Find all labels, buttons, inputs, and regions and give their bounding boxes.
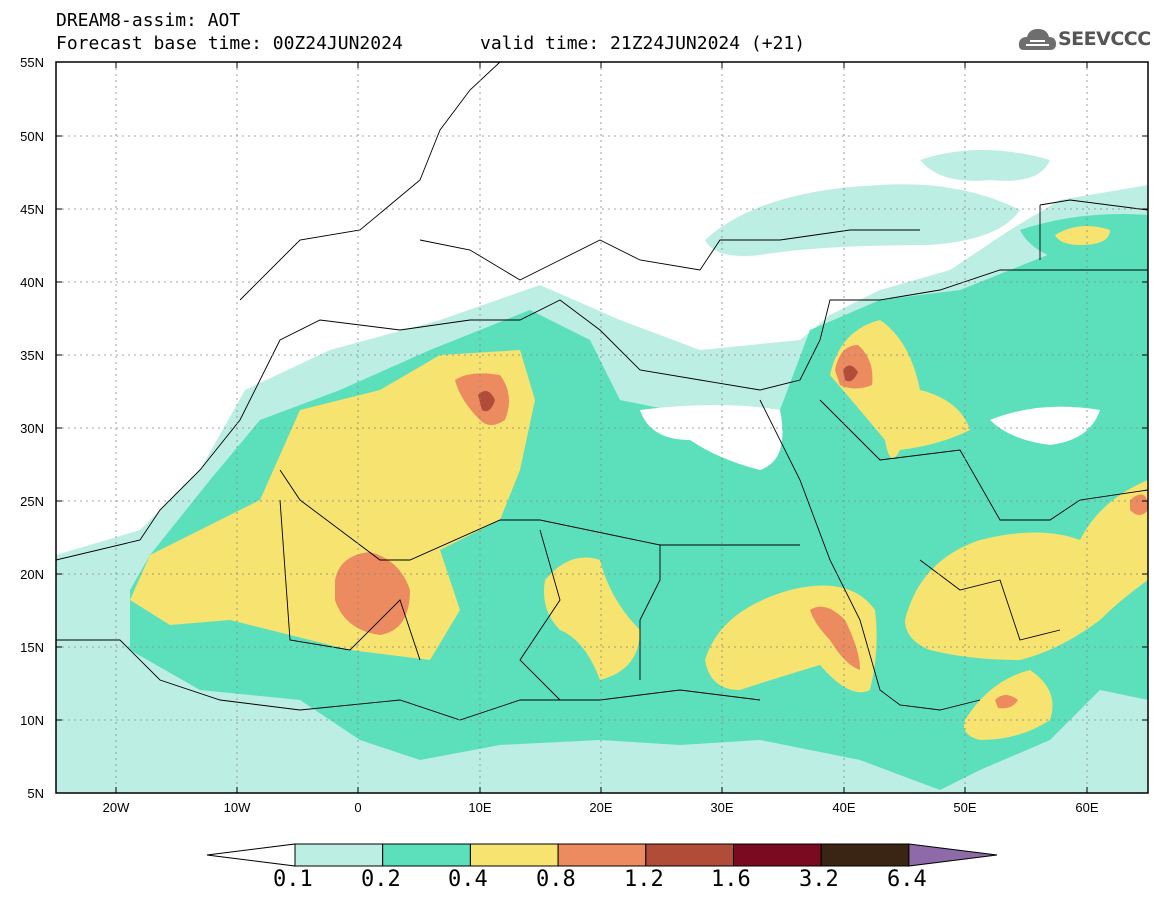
lat-label: 50N <box>20 129 44 144</box>
lat-label: 5N <box>27 786 44 801</box>
colorbar-label: 0.1 <box>273 867 313 892</box>
lon-label: 20W <box>103 800 130 815</box>
lon-label: 40E <box>832 800 855 815</box>
aot-band-0.8-oman <box>1130 494 1148 515</box>
colorbar-label: 1.6 <box>711 867 751 892</box>
colorbar-label: 6.4 <box>887 867 927 892</box>
aot-band-1.2-algeria <box>478 391 495 412</box>
lat-label: 55N <box>20 55 44 70</box>
lat-label: 20N <box>20 567 44 582</box>
aot-band-0.8-iraq <box>835 345 873 389</box>
aot-band-0.8-somalia <box>995 695 1018 709</box>
colorbar-label: 0.2 <box>361 867 401 892</box>
lon-labels: 20W 10W 0 10E 20E 30E 40E 50E 60E <box>103 800 1099 815</box>
lat-labels: 55N 50N 45N 40N 35N 30N 25N 20N 15N 10N … <box>20 55 44 801</box>
colorbar-max-arrow <box>908 843 998 867</box>
axis-ticks <box>56 61 1148 794</box>
aot-band-1.2-iraq <box>843 365 858 382</box>
lat-label: 35N <box>20 348 44 363</box>
colorbar-swatch <box>820 843 910 867</box>
lat-label: 45N <box>20 202 44 217</box>
colorbar-label: 3.2 <box>799 867 839 892</box>
aot-band-0.8-mali <box>335 552 410 635</box>
map-title: DREAM8-assim: AOT <box>56 10 241 31</box>
colorbar-swatch <box>294 843 384 867</box>
lon-label: 60E <box>1075 800 1098 815</box>
aot-clear-arabia <box>990 406 1100 445</box>
aot-band-0.2-n <box>1020 214 1148 290</box>
aot-band-0.1-caspian <box>920 150 1050 181</box>
colorbar-label: 1.2 <box>624 867 664 892</box>
colorbar-label: 0.8 <box>536 867 576 892</box>
colorbar-swatch <box>382 843 471 867</box>
colorbar-swatch <box>557 843 647 867</box>
coastlines <box>56 62 1148 721</box>
colorbar-label: 0.4 <box>448 867 488 892</box>
lon-label: 10W <box>224 800 251 815</box>
aot-band-0.4-caspian <box>1055 226 1110 245</box>
forecast-base-time: Forecast base time: 00Z24JUN2024 <box>56 33 403 54</box>
logo-text: SEEVCCC <box>1058 28 1151 50</box>
lon-label: 0 <box>354 800 361 815</box>
lon-label: 10E <box>468 800 491 815</box>
lon-label: 30E <box>710 800 733 815</box>
cloud-icon <box>1018 29 1056 50</box>
seevccc-logo: SEEVCCC <box>1018 24 1154 56</box>
aot-field <box>56 150 1148 793</box>
lat-label: 15N <box>20 640 44 655</box>
gridlines <box>56 62 1148 793</box>
aot-band-0.8-redsea <box>810 606 860 670</box>
aot-clear-egypt <box>640 405 783 470</box>
lon-label: 50E <box>953 800 976 815</box>
colorbar-swatch <box>733 843 822 867</box>
lat-label: 40N <box>20 275 44 290</box>
valid-time: valid time: 21Z24JUN2024 (+21) <box>480 33 806 54</box>
colorbar-swatch <box>645 843 734 867</box>
colorbar-min-arrow <box>206 843 296 867</box>
lat-label: 25N <box>20 494 44 509</box>
aot-band-0.1-north <box>705 184 1020 256</box>
aot-band-0.4 <box>130 350 535 660</box>
lat-label: 30N <box>20 421 44 436</box>
lat-label: 10N <box>20 713 44 728</box>
colorbar-swatch <box>469 843 559 867</box>
aot-band-0.4-sahel <box>544 557 640 680</box>
lon-label: 20E <box>589 800 612 815</box>
